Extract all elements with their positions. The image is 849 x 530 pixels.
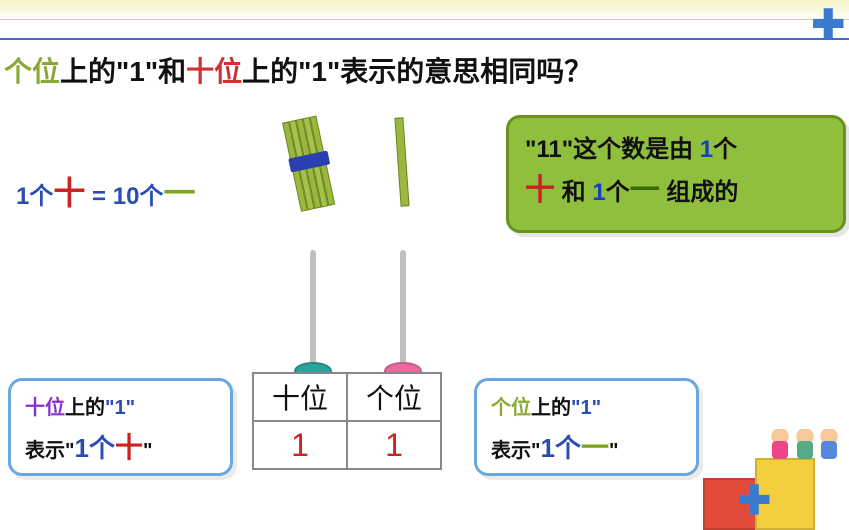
text: " [143, 440, 152, 462]
composition-box: "11"这个数是由 1个 十 和 1个一 组成的 [506, 115, 846, 233]
text: 上的"1"和 [60, 56, 186, 87]
text: "1" [105, 397, 135, 419]
eq-equals: = [92, 183, 113, 210]
eq-rhs-n: 10 [113, 183, 140, 210]
eq-lhs-n: 1 [16, 183, 29, 210]
text: 一 [630, 174, 660, 207]
rod-ones [400, 250, 406, 380]
text: 表示" [25, 440, 74, 462]
question-heading: 个位上的"1"和十位上的"1"表示的意思相同吗？ [4, 50, 592, 90]
single-stick-icon [388, 114, 418, 214]
text: 组成的 [660, 179, 739, 206]
plus-icon: ✚ [811, 2, 845, 48]
text: 1个 [540, 433, 580, 463]
divider-line [0, 38, 849, 40]
table-header-tens: 十位 [253, 373, 347, 421]
text: "11"这个数是由 [525, 136, 700, 163]
text: 1个 [74, 433, 114, 463]
text: 个位 [491, 397, 531, 419]
text: 十 [525, 174, 555, 207]
text: 个 [713, 136, 737, 163]
stick-bundle-icon [272, 110, 352, 220]
place-value-table: 十位 个位 1 1 [252, 372, 442, 470]
text: 表示" [491, 440, 540, 462]
text: 上的 [65, 397, 105, 419]
callout-tens: 十位上的"1" 表示"1个十" [8, 378, 233, 476]
text: 一 [581, 432, 609, 463]
plus-icon: ✚ [737, 478, 771, 524]
text: 和 [555, 179, 592, 206]
eq-rhs-sym: 一 [163, 175, 195, 211]
text: 上的 [531, 397, 571, 419]
equation: 1个十 = 10个一 [16, 168, 195, 214]
kid-icon [819, 429, 839, 459]
text-tens-place: 十位 [186, 56, 242, 87]
text: 1 [700, 136, 713, 163]
text: 十 [115, 432, 143, 463]
kid-icon [770, 429, 790, 459]
eq-rhs-unit: 个 [139, 183, 163, 210]
top-strip [0, 0, 849, 20]
text: 1 [592, 179, 605, 206]
text: 十位 [25, 397, 65, 419]
eq-lhs-unit: 个 [29, 183, 53, 210]
kids-icon [770, 429, 839, 464]
text: 个 [606, 179, 630, 206]
table-value-tens: 1 [253, 421, 347, 469]
table-header-ones: 个位 [347, 373, 441, 421]
counting-rods-diagram [260, 120, 470, 380]
text: "1" [571, 397, 601, 419]
text-ones-place: 个位 [4, 56, 60, 87]
rod-tens [310, 250, 316, 380]
kid-icon [795, 429, 815, 459]
eq-lhs-sym: 十 [53, 175, 85, 211]
callout-ones: 个位上的"1" 表示"1个一" [474, 378, 699, 476]
text: " [609, 440, 618, 462]
text: 上的"1"表示的意思相同吗？ [242, 56, 592, 87]
table-value-ones: 1 [347, 421, 441, 469]
